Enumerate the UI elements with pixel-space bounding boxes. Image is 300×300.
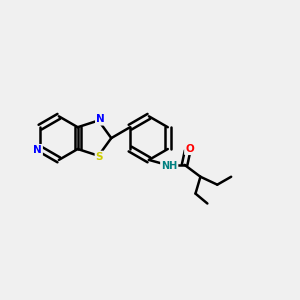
Text: N: N — [33, 145, 42, 155]
Text: N: N — [96, 115, 105, 124]
Text: S: S — [96, 152, 103, 162]
Text: O: O — [185, 144, 194, 154]
Text: NH: NH — [161, 161, 177, 171]
